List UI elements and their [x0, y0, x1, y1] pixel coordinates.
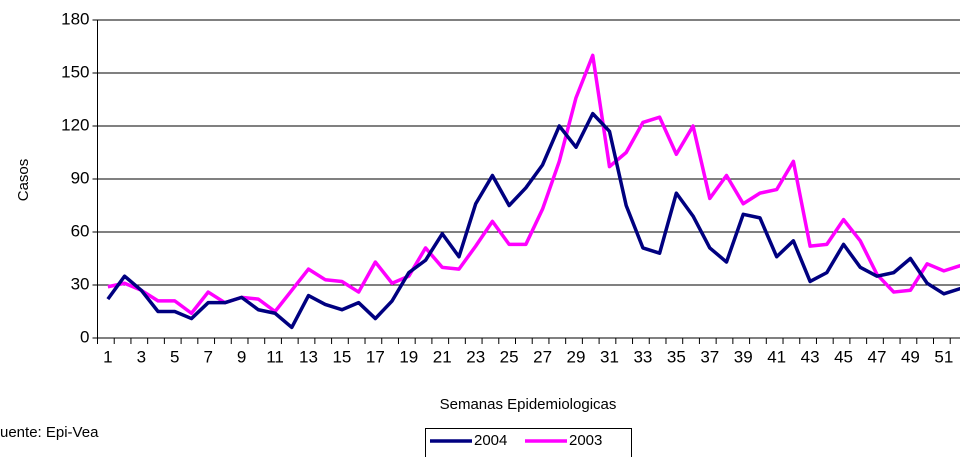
series-line [106, 111, 960, 330]
x-tick-label: 35 [667, 347, 686, 366]
x-tick-label: 21 [433, 347, 452, 366]
legend-label: 2004 [474, 432, 507, 449]
x-tick-label: 3 [137, 347, 146, 366]
x-tick-label: 23 [466, 347, 485, 366]
y-tick-label: 150 [61, 62, 89, 81]
source-note: uente: Epi-Vea [0, 424, 99, 441]
x-tick-label: 9 [237, 347, 246, 366]
x-tick-label: 13 [299, 347, 318, 366]
x-tick-label: 47 [868, 347, 887, 366]
x-tick-label: 43 [801, 347, 820, 366]
y-tick-label: 60 [71, 221, 90, 240]
x-tick-label: 25 [500, 347, 519, 366]
y-tick-label: 90 [71, 168, 90, 187]
legend-label: 2003 [569, 432, 602, 449]
x-tick-label: 49 [901, 347, 920, 366]
series-line [107, 53, 960, 316]
x-tick-label: 19 [399, 347, 418, 366]
y-tick-label: 0 [80, 327, 89, 346]
x-tick-label: 37 [700, 347, 719, 366]
y-tick-label: 30 [71, 274, 90, 293]
x-tick-label: 17 [366, 347, 385, 366]
x-tick-label: 7 [203, 347, 212, 366]
x-axis-label: Semanas Epidemiologicas [440, 396, 617, 413]
x-tick-label: 1 [103, 347, 112, 366]
x-tick-label: 51 [934, 347, 953, 366]
y-axis-label: Casos [15, 159, 32, 202]
x-tick-label: 45 [834, 347, 853, 366]
x-tick-label: 39 [734, 347, 753, 366]
x-tick-label: 15 [332, 347, 351, 366]
legend: 2004 2003 [425, 428, 632, 457]
x-tick-label: 11 [266, 347, 284, 366]
y-tick-label: 120 [61, 115, 89, 134]
x-tick-label: 29 [567, 347, 586, 366]
x-tick-label: 33 [633, 347, 652, 366]
x-tick-label: 27 [533, 347, 552, 366]
x-tick-label: 31 [600, 347, 619, 366]
x-tick-label: 41 [767, 347, 786, 366]
y-tick-label: 180 [61, 9, 89, 28]
x-tick-label: 5 [170, 347, 179, 366]
